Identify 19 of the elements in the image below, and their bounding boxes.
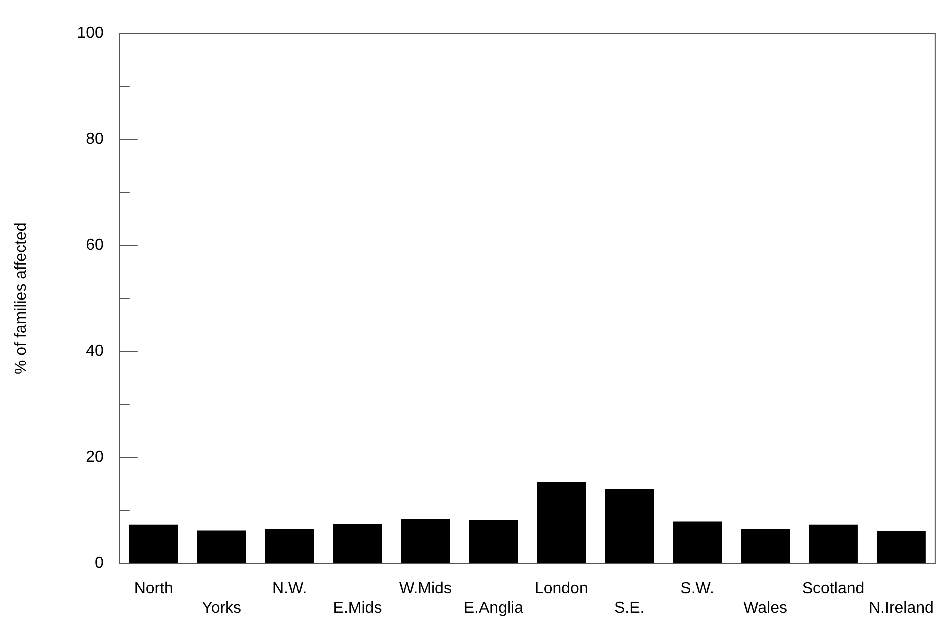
y-tick-label: 80 <box>86 131 104 148</box>
x-tick-label: Wales <box>744 600 788 617</box>
y-tick-label: 20 <box>86 449 104 466</box>
x-tick-label: North <box>134 580 174 598</box>
x-tick-label: W.Mids <box>399 580 452 598</box>
y-tick-label: 100 <box>77 25 104 42</box>
x-tick-label: Yorks <box>202 600 242 617</box>
y-tick-label: 0 <box>94 555 104 572</box>
x-tick-label: N.Ireland <box>868 600 934 617</box>
y-tick-label: 60 <box>86 237 104 254</box>
y-tick-label: 40 <box>86 343 104 360</box>
x-tick-label: E.Mids <box>333 600 382 617</box>
x-tick-label: S.W. <box>680 580 714 598</box>
x-tick-label: N.W. <box>272 580 308 598</box>
y-axis-title: % of families affected <box>13 222 30 374</box>
x-tick-label: E.Anglia <box>464 600 524 617</box>
x-tick-label: S.E. <box>614 600 645 617</box>
x-tick-label: London <box>534 580 588 598</box>
x-tick-label: Scotland <box>802 580 865 598</box>
